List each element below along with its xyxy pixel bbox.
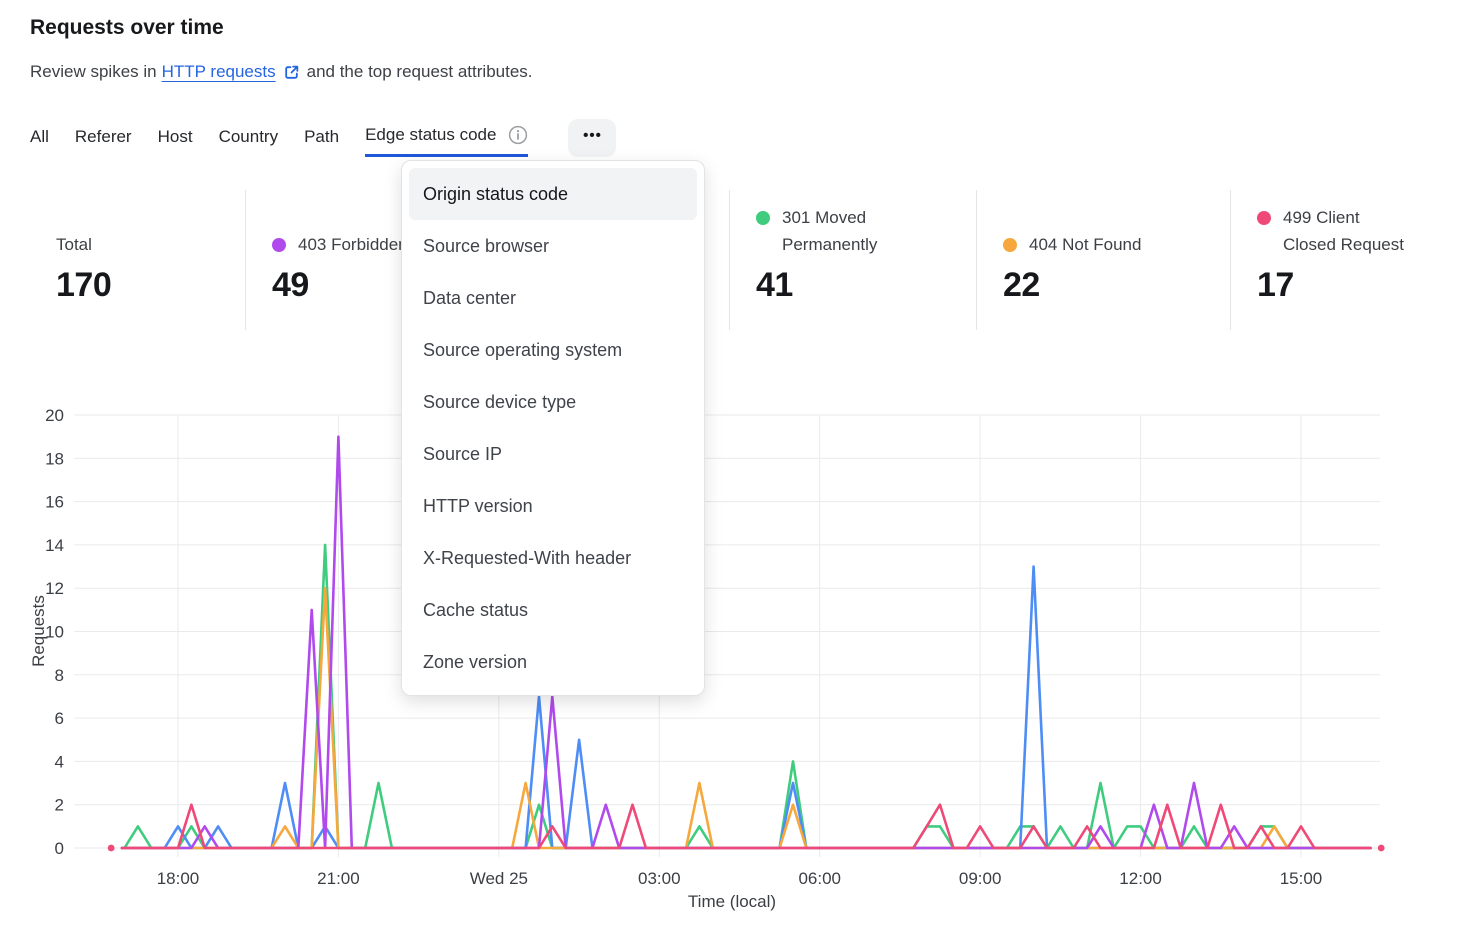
tab-edge-status-code-label: Edge status code <box>365 125 497 144</box>
ellipsis-icon: ••• <box>583 127 602 144</box>
menu-item-http-version[interactable]: HTTP version <box>423 495 533 516</box>
stat-total: Total 170 <box>30 190 215 330</box>
stat-301-value: 41 <box>756 266 793 304</box>
y-tick-label: 12 <box>45 579 64 598</box>
x-tick-label: 12:00 <box>1119 869 1162 888</box>
y-axis-title: Requests <box>29 595 48 667</box>
x-tick-label: 03:00 <box>638 869 681 888</box>
y-tick-label: 2 <box>55 796 64 815</box>
menu-item-source-operating-system[interactable]: Source operating system <box>423 339 623 360</box>
x-tick-label: 21:00 <box>317 869 360 888</box>
breakdown-dropdown-menu: Origin status code Source browser Data c… <box>401 160 705 696</box>
menu-item-source-browser[interactable]: Source browser <box>423 235 550 256</box>
y-tick-label: 14 <box>45 536 64 555</box>
status-404-dot <box>1003 237 1017 252</box>
series-line-pink <box>120 803 1372 850</box>
y-tick-label: 6 <box>55 709 64 728</box>
stat-499-client-closed: 499 Client Closed Request 17 <box>1230 190 1445 330</box>
more-tabs-button[interactable]: ••• <box>568 119 617 157</box>
x-tick-label: 18:00 <box>157 869 200 888</box>
stat-404-label: 404 Not Found <box>1029 234 1142 254</box>
stat-499-value: 17 <box>1257 266 1294 304</box>
stat-total-label: Total <box>56 234 92 254</box>
series-line-green <box>120 543 1372 850</box>
stat-403-forbidden: 403 Forbidden 49 <box>245 190 488 330</box>
tab-referer[interactable]: Referer <box>74 126 132 146</box>
menu-item-zone-version[interactable]: Zone version <box>423 651 528 672</box>
tab-path[interactable]: Path <box>304 126 340 146</box>
stat-404-value: 22 <box>1003 266 1040 304</box>
tab-country[interactable]: Country <box>218 126 279 146</box>
y-tick-label: 0 <box>55 839 64 858</box>
stat-total-value: 170 <box>56 266 112 304</box>
stat-403-value: 49 <box>272 266 309 304</box>
info-icon[interactable] <box>508 125 528 145</box>
stats-row: Total 170 403 Forbidden 49 301 Moved Per… <box>0 190 1458 332</box>
y-tick-label: 16 <box>45 493 64 512</box>
breakdown-tabs: All Referer Host Country Path Edge statu… <box>30 118 617 158</box>
y-tick-label: 10 <box>45 623 64 642</box>
subtitle: Review spikes in HTTP requests and the t… <box>30 62 533 82</box>
y-tick-label: 18 <box>45 449 64 468</box>
stat-301-label: 301 Moved Permanently <box>782 208 878 254</box>
stat-301-moved-permanently: 301 Moved Permanently 41 <box>729 190 976 330</box>
tab-host[interactable]: Host <box>157 126 193 146</box>
baseline-edge-dot <box>107 844 115 852</box>
status-499-dot <box>1257 211 1271 226</box>
series-line-purple <box>120 435 1372 850</box>
x-axis-title: Time (local) <box>688 892 776 911</box>
y-tick-label: 8 <box>55 666 64 685</box>
x-tick-label: 15:00 <box>1280 869 1323 888</box>
menu-item-source-device-type[interactable]: Source device type <box>423 391 577 412</box>
menu-item-x-requested-with-header[interactable]: X-Requested-With header <box>423 547 632 568</box>
tab-edge-status-code[interactable]: Edge status code <box>365 119 529 157</box>
series-line-blue <box>120 565 1372 850</box>
tab-all[interactable]: All <box>30 126 49 146</box>
x-tick-label: 06:00 <box>798 869 841 888</box>
status-301-dot <box>756 211 770 226</box>
subtitle-prefix: Review spikes in <box>30 62 157 81</box>
stat-403-label: 403 Forbidden <box>298 234 408 254</box>
status-403-dot <box>272 237 286 252</box>
subtitle-suffix: and the top request attributes. <box>306 62 533 81</box>
x-tick-label: Wed 25 <box>470 869 528 888</box>
y-tick-label: 4 <box>55 752 64 771</box>
http-requests-link[interactable]: HTTP requests <box>161 62 276 81</box>
menu-item-source-ip[interactable]: Source IP <box>423 443 503 464</box>
page-title: Requests over time <box>30 16 224 39</box>
baseline-edge-dot <box>1377 844 1385 852</box>
menu-item-cache-status[interactable]: Cache status <box>423 599 529 620</box>
y-tick-label: 20 <box>45 406 64 425</box>
menu-item-origin-status-code[interactable]: Origin status code <box>409 168 697 220</box>
x-tick-label: 09:00 <box>959 869 1002 888</box>
menu-item-data-center[interactable]: Data center <box>423 287 517 308</box>
external-link-icon <box>283 64 300 81</box>
stat-499-label: 499 Client Closed Request <box>1283 208 1404 254</box>
stat-404-not-found: 404 Not Found 22 <box>976 190 1230 330</box>
